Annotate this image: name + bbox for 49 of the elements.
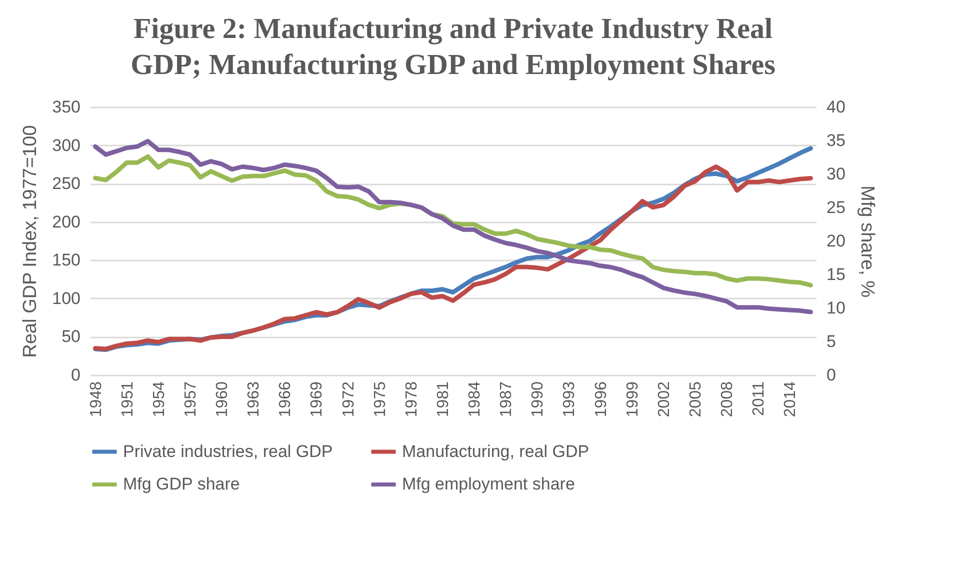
legend-label: Manufacturing, real GDP: [402, 442, 590, 461]
x-tick-label: 1978: [403, 381, 420, 418]
y2-tick-label: 15: [826, 265, 846, 284]
y-axis-title: Real GDP Index, 1977=100: [20, 125, 42, 358]
x-tick-label: 2005: [688, 381, 704, 418]
line-series: [93, 138, 813, 314]
x-tick-label: 1975: [372, 381, 389, 418]
y2-tick-label: 20: [826, 232, 846, 250]
y2-tick-label: 5: [826, 332, 836, 351]
y-tick-label: 150: [52, 250, 80, 270]
y2-tick-label: 30: [826, 164, 846, 184]
y2-tick-label: 10: [826, 298, 846, 318]
line-series: [93, 154, 813, 288]
legend-label: Mfg employment share: [402, 474, 575, 494]
x-tick-label: 1987: [498, 381, 516, 418]
y2-tick-label: 35: [826, 131, 846, 150]
x-tick-label: 1999: [624, 381, 642, 418]
y-tick-label: 300: [52, 136, 80, 155]
x-tick-label: 1963: [246, 381, 263, 418]
y-tick-label: 0: [71, 366, 80, 384]
x-tick-label: 2002: [656, 381, 673, 418]
x-tick-label: 1954: [150, 381, 168, 418]
x-tick-label: 1996: [592, 381, 610, 418]
y2-tick-label: 25: [826, 198, 846, 217]
x-tick-label: 2008: [719, 381, 736, 418]
x-tick-label: 1993: [561, 381, 578, 418]
x-tick-label: 1972: [340, 381, 358, 418]
y2-tick-label: 40: [826, 98, 846, 116]
y-tick-label: 200: [52, 212, 80, 232]
y-tick-label: 350: [52, 98, 80, 116]
chart-title: Figure 2: Manufacturing and Private Industry Real GDP; Manufacturing GDP and Employment Shares: [130, 13, 776, 81]
x-tick-label: 1984: [466, 381, 484, 418]
legend-label: Mfg GDP share: [123, 474, 240, 494]
x-tick-label: 2014: [782, 381, 800, 418]
y2-tick-label: 0: [826, 366, 836, 384]
x-tick-label: 1957: [182, 381, 200, 418]
x-tick-label: 2011: [750, 381, 768, 416]
x-tick-label: 1966: [277, 381, 294, 418]
x-tick-label: 1990: [530, 381, 547, 418]
y-tick-label: 250: [52, 174, 80, 194]
x-tick-label: 1960: [214, 381, 232, 418]
x-tick-label: 1948: [88, 381, 105, 418]
y-tick-label: 50: [62, 327, 80, 346]
x-tick-label: 1981: [434, 381, 452, 418]
x-tick-label: 1951: [119, 381, 136, 418]
y2-axis-title: Mfg share, %: [856, 186, 878, 298]
x-tick-label: 1969: [308, 381, 326, 418]
legend-label: Private industries, real GDP: [123, 442, 333, 461]
y-tick-label: 100: [52, 288, 80, 308]
